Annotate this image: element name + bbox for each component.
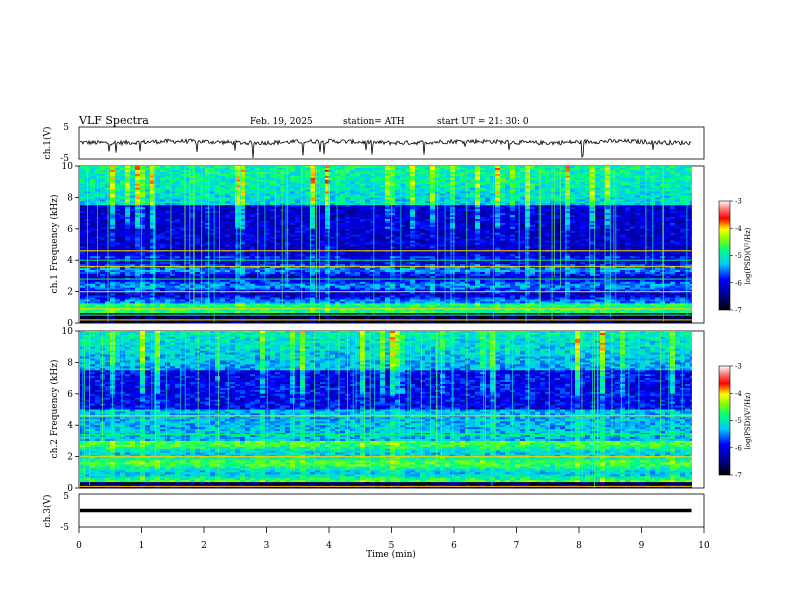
x-tick-label: 2 — [201, 541, 207, 551]
x-tick-label: 6 — [451, 541, 457, 551]
y-tick-label: 6 — [67, 390, 73, 400]
ch1-spectrogram-ylabel: ch.1 Frequency (kHz) — [49, 195, 60, 294]
colorbar-tick-label: -4 — [735, 390, 742, 398]
x-tick-label: 10 — [698, 541, 710, 551]
y-tick-label: 4 — [67, 421, 73, 431]
x-tick-label: 4 — [326, 541, 332, 551]
y-tick-label: 4 — [67, 256, 73, 266]
y-tick-label: 6 — [67, 225, 73, 235]
x-tick-label: 5 — [389, 541, 395, 551]
x-tick-label: 0 — [76, 541, 82, 551]
station-label: station= ATH — [343, 117, 405, 127]
y-tick-label: 0 — [67, 484, 73, 494]
figure-title: VLF Spectra — [78, 114, 149, 127]
ch1-spectrogram-image — [80, 166, 692, 324]
ch1-ytick-bottom: -5 — [60, 154, 69, 164]
y-tick-label: 8 — [67, 358, 73, 368]
ch2-spectrogram-ylabel: ch.2 Frequency (kHz) — [49, 360, 60, 459]
y-tick-label: 10 — [62, 162, 74, 172]
colorbar-tick-label: -4 — [735, 225, 742, 233]
ch1-waveform-line — [79, 137, 692, 159]
ch2-spectrogram-panel: 0 2 4 6 8 10 ch.2 Frequency (kHz) — [49, 327, 705, 494]
ch3-waveform-panel: 5 -5 ch.3(V) — [42, 492, 705, 533]
ch2-colorbar-gradient — [718, 365, 731, 476]
ch3-waveform-ylabel: ch.3(V) — [42, 495, 53, 528]
ch3-ytick-top: 5 — [63, 492, 69, 502]
x-tick-label: 7 — [514, 541, 520, 551]
ch1-waveform-ylabel: ch.1(V) — [42, 127, 53, 160]
y-tick-label: 8 — [67, 193, 73, 203]
colorbar-tick-label: -6 — [735, 279, 742, 287]
colorbar-tick-label: -3 — [735, 198, 742, 206]
ch1-ytick-top: 5 — [63, 123, 69, 133]
y-tick-label: 10 — [62, 327, 74, 337]
ch1-colorbar-label: log(PSD)(V²/Hz) — [744, 227, 752, 284]
ch2-spectrogram-image — [80, 331, 692, 489]
colorbar-tick-label: -6 — [735, 444, 742, 452]
x-axis-label: Time (min) — [366, 549, 416, 560]
colorbar-tick-label: -7 — [735, 472, 742, 480]
colorbar-tick-label: -5 — [735, 252, 742, 260]
ch1-colorbar: -3 -4 -5 -6 -7 log(PSD)(V²/Hz) — [718, 198, 752, 315]
y-tick-label: 2 — [67, 453, 73, 463]
ch1-waveform-panel: 5 -5 ch.1(V) — [42, 123, 705, 164]
colorbar-tick-label: -7 — [735, 307, 742, 315]
start-time-label: start UT = 21: 30: 0 — [437, 117, 529, 127]
y-tick-label: 0 — [67, 319, 73, 329]
ch1-colorbar-gradient — [718, 200, 731, 311]
ch1-spectrogram-panel: 0 2 4 6 8 10 ch.1 Frequency (kHz) — [49, 162, 705, 329]
x-tick-label: 8 — [576, 541, 582, 551]
colorbar-tick-label: -5 — [735, 417, 742, 425]
ch3-ytick-bottom: -5 — [60, 523, 69, 533]
ch2-colorbar: -3 -4 -5 -6 -7 log(PSD)(V²/Hz) — [718, 363, 752, 480]
x-tick-label: 3 — [264, 541, 270, 551]
time-axis: 0 1 2 3 4 5 6 7 8 9 10 — [76, 527, 710, 551]
ch2-colorbar-label: log(PSD)(V²/Hz) — [744, 392, 752, 449]
x-tick-label: 9 — [639, 541, 645, 551]
date-label: Feb. 19, 2025 — [250, 117, 313, 127]
y-tick-label: 2 — [67, 288, 73, 298]
colorbar-tick-label: -3 — [735, 363, 742, 371]
x-tick-label: 1 — [139, 541, 145, 551]
